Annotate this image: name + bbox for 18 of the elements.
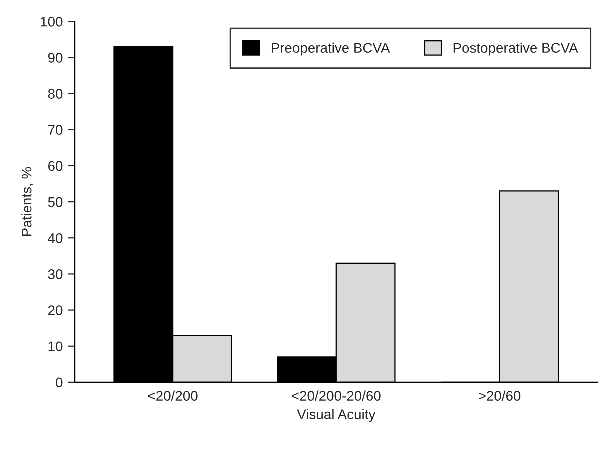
y-tick-label: 30 [48, 270, 63, 280]
x-tick-label: <20/200 [148, 390, 198, 401]
x-tick-label: <20/200-20/60 [292, 390, 381, 401]
y-tick-label: 50 [48, 197, 63, 208]
y-tick-label: 40 [48, 233, 63, 244]
y-tick-label: 0 [56, 378, 63, 388]
y-tick-label: 80 [48, 89, 63, 99]
y-tick-label: 70 [48, 125, 63, 136]
y-axis-title: Patients, % [22, 167, 34, 236]
x-axis-title: Visual Acuity [297, 409, 376, 422]
legend-label: Postoperative BCVA [454, 42, 578, 56]
y-tick-label: 10 [48, 342, 63, 352]
y-tick-label: 60 [48, 161, 63, 172]
y-tick-label: 100 [41, 16, 63, 27]
y-tick-label: 90 [48, 53, 63, 63]
y-tick-label: 20 [48, 306, 63, 316]
legend-label: Preoperative BCVA [272, 42, 390, 56]
x-tick-label: >20/60 [479, 390, 521, 401]
